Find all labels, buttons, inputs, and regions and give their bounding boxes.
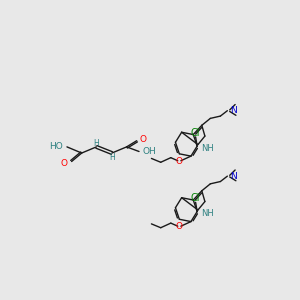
Text: NH: NH: [201, 144, 214, 153]
Text: Cl: Cl: [190, 194, 200, 203]
Text: H: H: [109, 153, 115, 162]
Text: OH: OH: [143, 147, 157, 156]
Text: O: O: [61, 158, 68, 167]
Text: NH: NH: [201, 209, 214, 218]
Text: O: O: [140, 135, 147, 144]
Text: HO: HO: [49, 142, 63, 152]
Text: H: H: [94, 139, 99, 148]
Text: N: N: [230, 106, 236, 115]
Text: O: O: [176, 223, 183, 232]
Text: Cl: Cl: [190, 128, 200, 138]
Text: O: O: [176, 157, 183, 166]
Text: N: N: [230, 172, 236, 181]
